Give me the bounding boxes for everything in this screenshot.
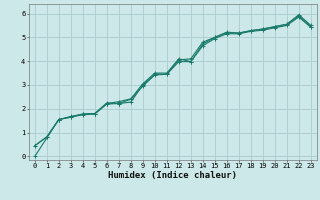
X-axis label: Humidex (Indice chaleur): Humidex (Indice chaleur) bbox=[108, 171, 237, 180]
